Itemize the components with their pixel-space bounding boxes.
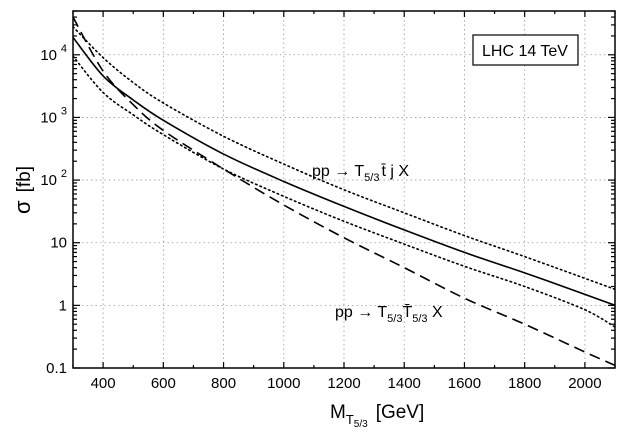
annotation-single-sub: 5/3 [364,172,379,184]
y-tick-label: 10 [50,235,67,252]
y-tick-label: 10 [40,109,57,126]
y-tick-label: 1 [59,297,67,314]
y-axis-title: σ [fb] [10,166,35,214]
y-tick-label-exponent: 4 [61,43,67,55]
annotation-pair-sub2: 5/3 [412,313,427,325]
x-axis-title-main: M [330,402,346,423]
annotation-pair-production: pp → T5/3T̄5/3 X [335,304,443,325]
x-axis-title-sub: T [346,412,354,427]
annotation-single-production: pp → T5/3 t̄ j X [312,163,409,184]
x-tick-label: 1800 [508,375,541,392]
x-axis-title-subsub: 5/3 [354,419,368,430]
y-axis-title-unit: [fb] [14,166,35,192]
x-tick-label: 400 [91,375,116,392]
series-line-3 [73,16,615,367]
annotation-pair-suffix: X [428,304,443,321]
y-axis-title-main: σ [10,200,35,214]
y-tick-label-exponent: 3 [61,105,67,117]
y-tick-label: 10 [40,172,57,189]
curves [73,16,615,367]
annotation-pair-sub1: 5/3 [387,313,402,325]
series-line-1 [73,25,615,291]
x-tick-label: 1000 [267,375,300,392]
annotation-pair-mid: T̄ [402,304,412,321]
x-tick-label: 1200 [327,375,360,392]
annotation-single-prefix: pp → T [312,163,364,180]
x-tick-label: 1400 [388,375,421,392]
ticks: 400 600 800 1000 1200 1400 1600 1800 2000 0.1 1 10 1… [40,10,616,392]
series-line-0 [73,36,615,307]
series-line-2 [73,55,615,328]
legend-box: LHC 14 TeV [472,34,579,66]
x-axis-title-unit: [GeV] [376,402,425,423]
annotation-single-mid: t̄ j X [381,163,410,180]
x-tick-label: 600 [151,375,176,392]
x-tick-label: 2000 [568,375,601,392]
x-axis-title: MT5/3 [GeV] [330,402,424,430]
y-tick-label: 10 [40,47,57,64]
legend-label: LHC 14 TeV [482,43,568,60]
y-tick-label: 0.1 [46,360,67,377]
x-tick-label: 800 [211,375,236,392]
y-tick-label-exponent: 2 [61,168,67,180]
annotation-pair-prefix: pp → T [335,304,387,321]
x-tick-label: 1600 [448,375,481,392]
